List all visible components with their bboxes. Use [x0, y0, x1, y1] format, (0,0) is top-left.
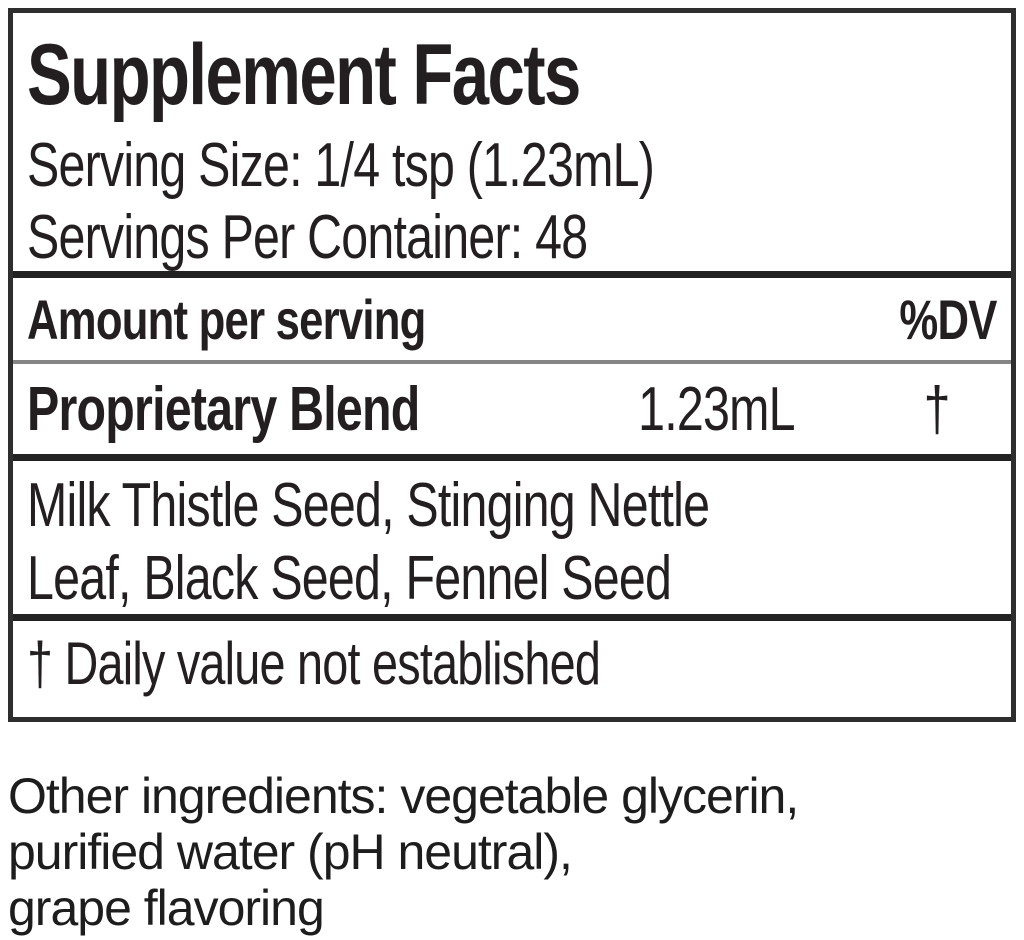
blend-amount: 1.23mL: [638, 374, 795, 444]
other-ingredients-line-2: purified water (pH neutral),: [8, 824, 573, 880]
blend-name: Proprietary Blend: [27, 374, 420, 444]
panel-title: Supplement Facts: [27, 27, 997, 123]
divider-thick-top: [13, 271, 1011, 278]
column-header-row: Amount per serving %DV: [13, 278, 1011, 360]
supplement-facts-panel: Supplement Facts Serving Size: 1/4 tsp (…: [8, 8, 1016, 722]
other-ingredients-line-3: grape flavoring: [8, 880, 325, 936]
daily-value-footnote: † Daily value not established: [13, 621, 1011, 706]
blend-dv-cell: †: [877, 374, 997, 445]
blend-amount-cell: 1.23mL: [616, 374, 817, 445]
divider-thick-middle: [13, 454, 1011, 461]
dv-column-label: %DV: [899, 287, 998, 351]
blend-name-cell: Proprietary Blend: [27, 374, 616, 445]
divider-thick-bottom: [13, 614, 1011, 621]
other-ingredients: Other ingredients: vegetable glycerin, p…: [8, 768, 1008, 936]
daily-value-footnote-text: † Daily value not established: [27, 630, 601, 697]
other-ingredients-line-1: Other ingredients: vegetable glycerin,: [8, 768, 799, 824]
divider-thin: [13, 360, 1011, 364]
panel-header-section: Supplement Facts Serving Size: 1/4 tsp (…: [13, 13, 1011, 271]
blend-ingredients-list: Milk Thistle Seed, Stinging Nettle Leaf,…: [13, 461, 1011, 614]
blend-dv-dagger: †: [923, 374, 951, 444]
servings-per-container: Servings Per Container: 48: [27, 203, 588, 272]
proprietary-blend-row: Proprietary Blend 1.23mL †: [13, 364, 1011, 454]
serving-size: Serving Size: 1/4 tsp (1.23mL): [27, 131, 655, 200]
ingredients-line-2: Leaf, Black Seed, Fennel Seed: [27, 544, 672, 613]
ingredients-line-1: Milk Thistle Seed, Stinging Nettle: [27, 471, 710, 540]
amount-per-serving-label: Amount per serving: [27, 287, 426, 351]
panel-title-text: Supplement Facts: [27, 27, 581, 123]
